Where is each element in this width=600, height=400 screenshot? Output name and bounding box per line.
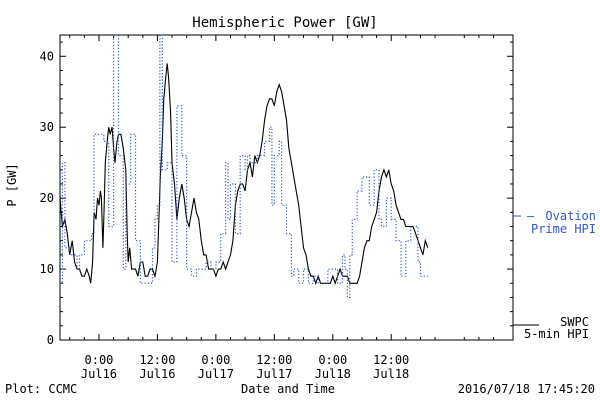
- swpc-legend-label-2: 5-min HPI: [524, 327, 589, 341]
- y-tick-label: 20: [40, 191, 54, 205]
- x-axis-label: Date and Time: [241, 382, 335, 396]
- x-tick-time-label: 12:00: [139, 353, 175, 367]
- x-tick-date-label: Jul17: [198, 367, 234, 381]
- x-tick-time-label: 0:00: [318, 353, 347, 367]
- swpc-legend-label-1: SWPC: [560, 315, 589, 329]
- ovation-legend-label-1: Ovation: [545, 209, 596, 223]
- plot-frame: [59, 34, 514, 341]
- swpc-hpi-line: [59, 63, 429, 286]
- x-tick-time-label: 12:00: [256, 353, 292, 367]
- ovation-legend-label-2: Prime HPI: [531, 222, 596, 236]
- x-tick-date-label: Jul16: [81, 367, 117, 381]
- axes-group: 0102030400:00Jul1612:00Jul160:00Jul1712:…: [40, 34, 514, 381]
- y-tick-label: 40: [40, 49, 54, 63]
- ovation-prime-hpi-line: [60, 34, 428, 298]
- x-tick-date-label: Jul16: [139, 367, 175, 381]
- y-tick-label: 0: [47, 333, 54, 347]
- x-tick-time-label: 0:00: [201, 353, 230, 367]
- y-tick-label: 30: [40, 120, 54, 134]
- y-tick-label: 10: [40, 262, 54, 276]
- x-tick-date-label: Jul18: [373, 367, 409, 381]
- x-tick-date-label: Jul18: [315, 367, 351, 381]
- plot-timestamp: 2016/07/18 17:45:20: [458, 382, 595, 396]
- plot-credit: Plot: CCMC: [5, 382, 77, 396]
- y-axis-label: P [GW]: [5, 163, 19, 206]
- ovation-legend-marker: –: [527, 209, 535, 223]
- x-tick-time-label: 0:00: [85, 353, 114, 367]
- chart-title: Hemispheric Power [GW]: [192, 15, 377, 31]
- x-tick-date-label: Jul17: [256, 367, 292, 381]
- x-tick-time-label: 12:00: [373, 353, 409, 367]
- series-group: [59, 34, 429, 298]
